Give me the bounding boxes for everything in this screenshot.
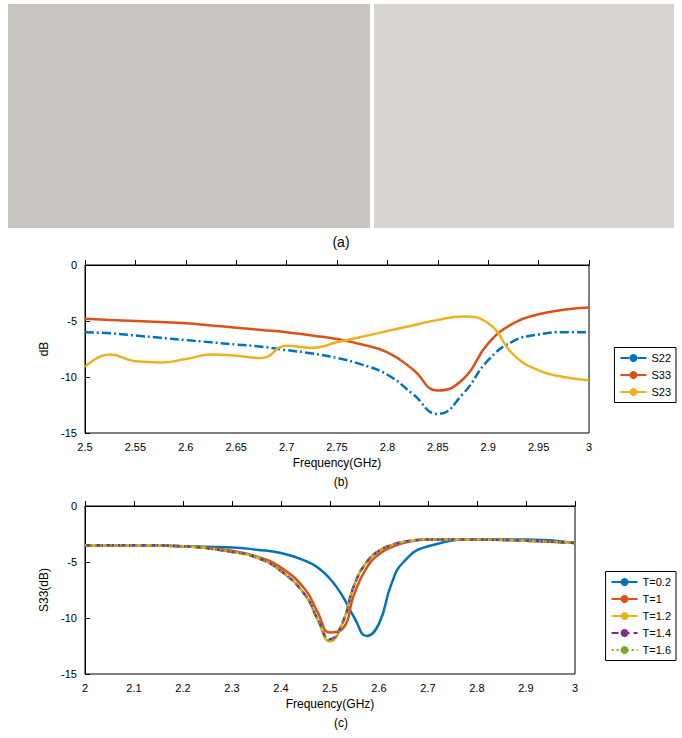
- svg-text:T=1.2: T=1.2: [643, 610, 671, 622]
- svg-text:Frequency(GHz): Frequency(GHz): [286, 697, 375, 711]
- svg-text:0: 0: [71, 259, 77, 271]
- svg-text:2.5: 2.5: [77, 441, 92, 453]
- svg-text:2.1: 2.1: [126, 682, 141, 694]
- svg-text:T=1.6: T=1.6: [643, 644, 671, 656]
- svg-text:2: 2: [82, 682, 88, 694]
- svg-text:2.9: 2.9: [518, 682, 533, 694]
- svg-text:3: 3: [586, 441, 592, 453]
- svg-text:-15: -15: [61, 668, 77, 680]
- svg-text:2.55: 2.55: [125, 441, 146, 453]
- svg-text:0: 0: [71, 500, 77, 512]
- svg-text:(c): (c): [334, 716, 348, 730]
- html-text:(a): (a): [332, 234, 350, 250]
- svg-text:-5: -5: [67, 315, 77, 327]
- svg-text:-5: -5: [67, 556, 77, 568]
- svg-text:(b): (b): [334, 475, 349, 489]
- svg-text:2.75: 2.75: [326, 441, 347, 453]
- svg-text:2.65: 2.65: [225, 441, 246, 453]
- svg-text:dB: dB: [37, 342, 51, 357]
- svg-text:-10: -10: [61, 612, 77, 624]
- svg-text:2.3: 2.3: [224, 682, 239, 694]
- svg-text:3: 3: [572, 682, 578, 694]
- svg-text:2.85: 2.85: [427, 441, 448, 453]
- svg-text:2.7: 2.7: [420, 682, 435, 694]
- svg-text:2.5: 2.5: [322, 682, 337, 694]
- svg-text:2.6: 2.6: [178, 441, 193, 453]
- svg-text:-10: -10: [61, 371, 77, 383]
- svg-text:2.6: 2.6: [371, 682, 386, 694]
- svg-text:S33(dB): S33(dB): [37, 568, 51, 612]
- svg-text:2.8: 2.8: [380, 441, 395, 453]
- svg-text:2.9: 2.9: [481, 441, 496, 453]
- svg-text:2.95: 2.95: [528, 441, 549, 453]
- svg-text:T=0.2: T=0.2: [643, 576, 671, 588]
- svg-text:2.7: 2.7: [279, 441, 294, 453]
- svg-text:2.4: 2.4: [273, 682, 288, 694]
- svg-text:Frequency(GHz): Frequency(GHz): [293, 456, 382, 470]
- svg-text:S22: S22: [651, 352, 671, 364]
- svg-text:T=1: T=1: [643, 593, 662, 605]
- svg-text:S33: S33: [651, 369, 671, 381]
- svg-text:2.2: 2.2: [175, 682, 190, 694]
- svg-text:2.8: 2.8: [469, 682, 484, 694]
- svg-text:S23: S23: [651, 386, 671, 398]
- svg-text:T=1.4: T=1.4: [643, 627, 671, 639]
- svg-text:-15: -15: [61, 427, 77, 439]
